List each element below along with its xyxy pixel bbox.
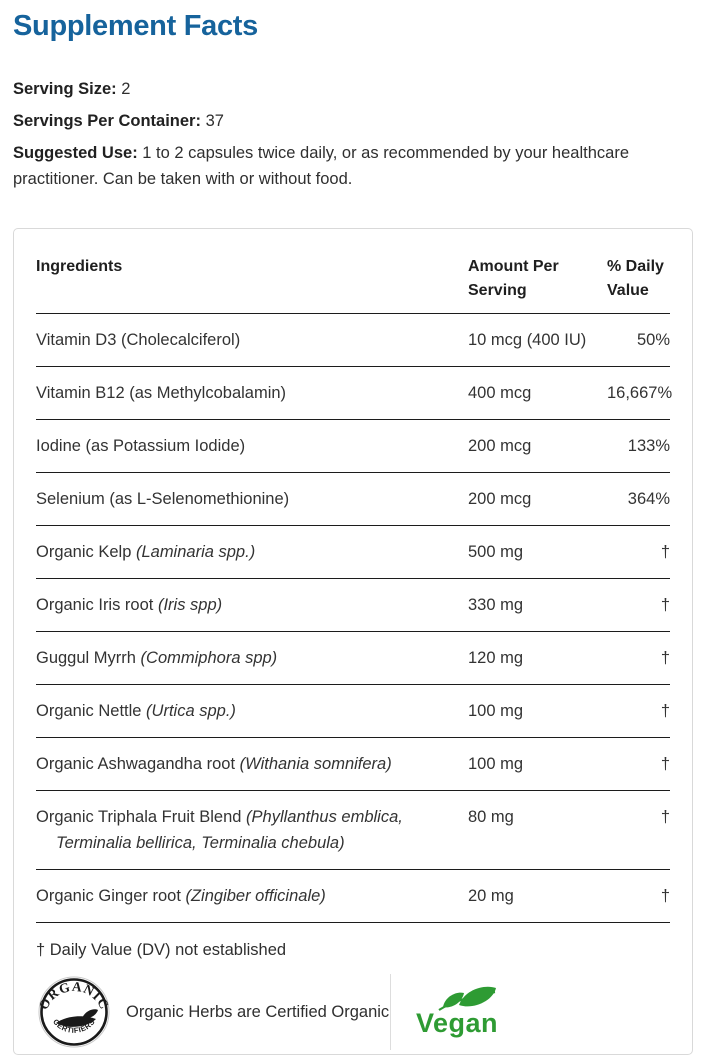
ingredient-scientific-name: (Commiphora spp) [140, 649, 278, 668]
ingredient-name-cell: Vitamin D3 (Cholecalciferol) [36, 313, 468, 368]
ingredient-daily-value: † [607, 578, 670, 633]
column-header-amount-per-serving: Amount Per Serving [468, 229, 607, 315]
organic-certifiers-badge-icon: ORGANIC CERTIFIERS [36, 976, 111, 1048]
ingredient-amount: 120 mg [468, 631, 607, 686]
column-header-ingredients: Ingredients [36, 229, 468, 315]
ingredient-name-cell: Organic Triphala Fruit Blend (Phyllanthu… [36, 790, 468, 871]
ingredient-scientific-name: (Laminaria spp.) [135, 543, 256, 562]
servings-per-container-value: 37 [205, 112, 224, 131]
daily-value-footnote: † Daily Value (DV) not established [36, 941, 287, 960]
ingredient-amount: 500 mg [468, 525, 607, 580]
ingredient-name: Iodine (as Potassium Iodide) [36, 437, 246, 456]
ingredient-name: Vitamin D3 (Cholecalciferol) [36, 331, 241, 350]
supplement-facts-panel: Ingredients Amount Per Serving % Daily V… [13, 228, 693, 1055]
table-row: Organic Kelp (Laminaria spp.) 500 mg † [36, 525, 670, 580]
ingredient-daily-value: † [607, 737, 670, 792]
table-row: Organic Ginger root (Zingiber officinale… [36, 869, 670, 924]
ingredient-scientific-name: (Phyllanthus emblica, Terminalia belliri… [56, 808, 403, 853]
ingredients-tbody: Vitamin D3 (Cholecalciferol) 10 mcg (400… [36, 313, 672, 924]
table-row: Selenium (as L-Selenomethionine) 200 mcg… [36, 472, 670, 527]
organic-certification-cell: ORGANIC CERTIFIERS Organic Herbs are Cer… [36, 974, 390, 1050]
ingredient-name: Vitamin B12 (as Methylcobalamin) [36, 384, 287, 403]
ingredient-scientific-name: (Urtica spp.) [146, 702, 236, 721]
ingredient-daily-value: 133% [607, 419, 670, 474]
ingredient-daily-value: † [607, 631, 670, 686]
vegan-icon: Vegan [416, 986, 498, 1038]
ingredient-daily-value: 364% [607, 472, 670, 527]
serving-size-line: Serving Size: 2 [13, 76, 693, 102]
ingredient-scientific-name: (Zingiber officinale) [185, 887, 326, 906]
organic-certified-text: Organic Herbs are Certified Organic [126, 1002, 390, 1021]
ingredient-name-cell: Organic Iris root (Iris spp) [36, 578, 468, 633]
page-title: Supplement Facts [13, 10, 258, 42]
suggested-use-text: 1 to 2 capsules twice daily, or as recom… [13, 144, 629, 189]
ingredient-amount: 10 mcg (400 IU) [468, 313, 607, 368]
table-row: Iodine (as Potassium Iodide) 200 mcg 133… [36, 419, 670, 474]
ingredient-amount: 20 mg [468, 869, 607, 924]
table-row: Vitamin D3 (Cholecalciferol) 10 mcg (400… [36, 313, 670, 368]
suggested-use-line: Suggested Use: 1 to 2 capsules twice dai… [13, 140, 693, 192]
ingredient-amount: 100 mg [468, 737, 607, 792]
ingredient-daily-value: 16,667% [607, 366, 672, 421]
svg-text:Vegan: Vegan [416, 1008, 498, 1038]
ingredient-daily-value: † [607, 684, 670, 739]
ingredient-amount: 100 mg [468, 684, 607, 739]
ingredient-amount: 200 mcg [468, 472, 607, 527]
ingredient-daily-value: † [607, 790, 670, 871]
ingredient-name: Organic Nettle [36, 702, 147, 721]
vegan-certification-cell: Vegan [390, 974, 670, 1051]
ingredient-name: Organic Ashwagandha root [36, 755, 240, 774]
ingredient-amount: 330 mg [468, 578, 607, 633]
column-header-daily-value: % Daily Value [607, 229, 670, 315]
table-header-row: Ingredients Amount Per Serving % Daily V… [36, 229, 670, 315]
ingredient-name-cell: Organic Nettle (Urtica spp.) [36, 684, 468, 739]
serving-size-value: 2 [121, 80, 131, 99]
ingredient-name: Organic Triphala Fruit Blend [36, 808, 247, 827]
ingredient-daily-value: 50% [607, 313, 670, 368]
suggested-use-label: Suggested Use: [13, 144, 138, 163]
ingredient-name-cell: Organic Kelp (Laminaria spp.) [36, 525, 468, 580]
table-row: Organic Nettle (Urtica spp.) 100 mg † [36, 684, 670, 739]
servings-per-container-line: Servings Per Container: 37 [13, 108, 693, 134]
table-row: Guggul Myrrh (Commiphora spp) 120 mg † [36, 631, 670, 686]
ingredient-name: Organic Ginger root [36, 887, 186, 906]
certifications-footer: ORGANIC CERTIFIERS Organic Herbs are Cer… [36, 972, 670, 1054]
ingredient-scientific-name: (Iris spp) [157, 596, 223, 615]
ingredient-scientific-name: (Withania somnifera) [239, 755, 392, 774]
ingredients-table: Ingredients Amount Per Serving % Daily V… [36, 229, 672, 924]
ingredient-daily-value: † [607, 869, 670, 924]
ingredient-name: Organic Kelp [36, 543, 136, 562]
ingredient-name: Organic Iris root [36, 596, 158, 615]
ingredient-name: Selenium (as L-Selenomethionine) [36, 490, 290, 509]
ingredient-name-cell: Organic Ashwagandha root (Withania somni… [36, 737, 468, 792]
ingredient-name-cell: Iodine (as Potassium Iodide) [36, 419, 468, 474]
ingredient-name-cell: Selenium (as L-Selenomethionine) [36, 472, 468, 527]
ingredient-amount: 200 mcg [468, 419, 607, 474]
table-row: Vitamin B12 (as Methylcobalamin) 400 mcg… [36, 366, 672, 421]
ingredient-name-cell: Guggul Myrrh (Commiphora spp) [36, 631, 468, 686]
ingredient-name: Guggul Myrrh [36, 649, 141, 668]
ingredient-daily-value: † [607, 525, 670, 580]
ingredient-amount: 400 mcg [468, 366, 607, 421]
serving-size-label: Serving Size: [13, 80, 117, 99]
ingredient-amount: 80 mg [468, 790, 607, 871]
ingredient-name-cell: Organic Ginger root (Zingiber officinale… [36, 869, 468, 924]
table-row: Organic Ashwagandha root (Withania somni… [36, 737, 670, 792]
table-row: Organic Triphala Fruit Blend (Phyllanthu… [36, 790, 670, 871]
ingredient-name-cell: Vitamin B12 (as Methylcobalamin) [36, 366, 468, 421]
servings-per-container-label: Servings Per Container: [13, 112, 201, 131]
table-row: Organic Iris root (Iris spp) 330 mg † [36, 578, 670, 633]
